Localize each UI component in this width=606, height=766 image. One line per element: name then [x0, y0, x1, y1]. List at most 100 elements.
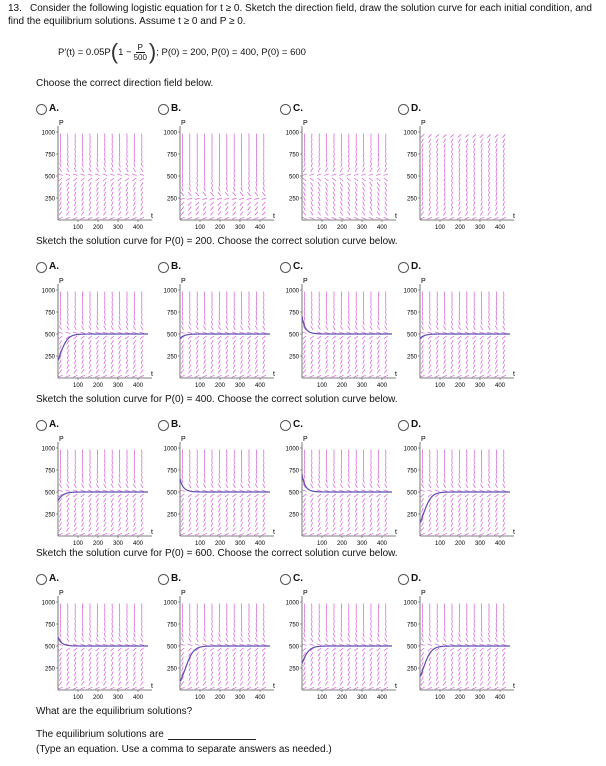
slope-segment: [325, 512, 328, 518]
slope-segment: [194, 331, 200, 334]
slope-segment: [473, 478, 476, 484]
slope-segment: [262, 340, 266, 345]
slope-segment: [487, 652, 491, 657]
slope-segment: [502, 517, 505, 523]
slope-segment: [303, 517, 306, 523]
slope-segment: [233, 671, 236, 677]
equilibrium-answer-input[interactable]: [167, 729, 256, 740]
radio-button[interactable]: [36, 420, 47, 431]
slope-segment: [111, 310, 113, 316]
radio-button[interactable]: [398, 104, 409, 115]
slope-segment: [58, 686, 63, 690]
slope-segment: [480, 181, 483, 187]
slope-segment: [384, 483, 388, 489]
slope-segment: [111, 152, 113, 158]
slope-segment: [384, 478, 387, 484]
radio-button[interactable]: [158, 420, 169, 431]
slope-segment: [428, 512, 431, 518]
slope-segment: [450, 661, 454, 667]
slope-segment: [443, 310, 446, 316]
slope-segment: [96, 310, 99, 316]
slope-segment: [103, 211, 107, 216]
slope-segment: [436, 310, 438, 316]
slope-segment: [247, 632, 251, 638]
slope-segment: [384, 191, 387, 197]
slope-segment: [317, 325, 321, 331]
slope-segment: [317, 206, 321, 211]
slope-segment: [420, 374, 425, 378]
radio-button[interactable]: [36, 104, 47, 115]
radio-button[interactable]: [280, 104, 291, 115]
slope-segment: [384, 527, 388, 532]
slope-segment: [331, 643, 337, 646]
slope-segment: [58, 532, 63, 536]
t-axis-label: t: [151, 529, 153, 536]
x-tick-label: 300: [475, 541, 486, 547]
slope-segment: [96, 502, 99, 508]
slope-segment: [188, 522, 192, 527]
radio-button[interactable]: [158, 262, 169, 273]
radio-button[interactable]: [398, 420, 409, 431]
y-tick-label: 1000: [42, 288, 56, 294]
slope-segment: [420, 340, 424, 345]
slope-segment: [180, 643, 185, 646]
slope-segment: [383, 532, 389, 536]
slope-segment: [59, 191, 62, 197]
slope-segment: [59, 201, 62, 207]
radio-button[interactable]: [280, 420, 291, 431]
slope-segment: [73, 344, 77, 350]
radio-button[interactable]: [36, 574, 47, 585]
slope-segment: [355, 320, 358, 326]
slope-segment: [302, 637, 306, 643]
slope-segment: [384, 661, 387, 667]
radio-button[interactable]: [398, 574, 409, 585]
slope-segment: [81, 483, 85, 489]
slope-segment: [473, 627, 475, 633]
slope-segment: [125, 527, 129, 532]
x-tick-label: 100: [73, 225, 84, 231]
slope-segment: [125, 661, 129, 667]
slope-segment: [124, 647, 130, 652]
slope-segment: [362, 196, 365, 202]
slope-segment: [472, 344, 476, 350]
slope-segment: [247, 502, 251, 508]
slope-segment: [436, 512, 439, 518]
slope-segment: [340, 157, 343, 163]
radio-button[interactable]: [158, 104, 169, 115]
slope-segment: [465, 652, 469, 657]
slope-segment: [369, 320, 373, 326]
radio-button[interactable]: [280, 262, 291, 273]
slope-segment: [339, 681, 344, 686]
radio-button[interactable]: [36, 262, 47, 273]
slope-segment: [325, 483, 329, 489]
radio-button[interactable]: [280, 574, 291, 585]
radio-button[interactable]: [158, 574, 169, 585]
slope-segment: [89, 468, 91, 474]
slope-segment: [218, 473, 221, 479]
slope-segment: [233, 666, 236, 672]
slope-segment: [124, 493, 130, 498]
slope-segment: [488, 181, 490, 187]
slope-segment: [495, 143, 498, 149]
slope-segment: [443, 162, 446, 168]
slope-segment: [376, 637, 380, 643]
radio-button[interactable]: [398, 262, 409, 273]
slope-segment: [435, 637, 439, 643]
